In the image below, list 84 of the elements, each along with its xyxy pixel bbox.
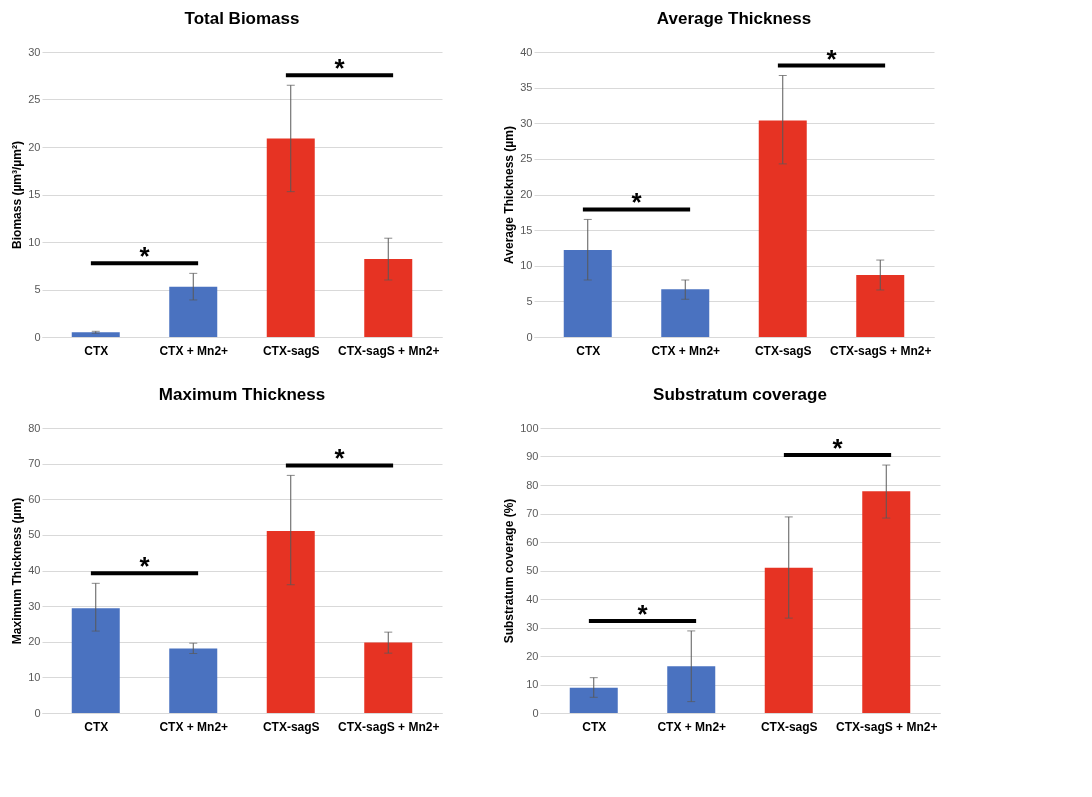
y-tick-label: 80	[526, 478, 539, 491]
x-tick-label: CTX	[576, 343, 601, 358]
bar	[266, 138, 315, 337]
x-tick-label: CTX-sagS	[754, 343, 812, 358]
annotation: *	[334, 53, 346, 84]
annotation: *	[826, 43, 838, 74]
bar	[862, 491, 911, 713]
y-tick-label: 20	[526, 649, 539, 662]
y-tick-label: 10	[28, 235, 41, 248]
bar	[71, 608, 120, 713]
bar	[563, 250, 612, 337]
y-tick-label: 30	[28, 45, 41, 58]
y-tick-label: 30	[526, 621, 539, 633]
y-tick-label: 25	[520, 152, 533, 165]
y-tick-label: 30	[28, 599, 41, 612]
x-tick-label: CTX	[84, 719, 109, 734]
y-tick-label: 10	[520, 259, 533, 272]
bar	[667, 666, 716, 713]
y-tick-label: 20	[28, 140, 41, 153]
chart-title: Average Thickness	[656, 9, 812, 28]
y-tick-label: 0	[34, 706, 41, 719]
y-tick-label: 5	[526, 294, 533, 307]
y-tick-label: 60	[28, 492, 41, 505]
x-tick-label: CTX-sagS + Mn2+	[830, 343, 932, 358]
y-tick-label: 0	[34, 330, 41, 343]
y-axis-title: Average Thickness (µm)	[502, 126, 517, 264]
y-tick-label: 15	[28, 188, 41, 200]
bar	[266, 530, 315, 713]
y-tick-label: 10	[28, 670, 41, 683]
bar	[364, 642, 413, 713]
y-axis-title: Maximum Thickness (µm)	[10, 497, 25, 645]
bar	[764, 567, 813, 713]
annotation: *	[832, 433, 844, 464]
y-tick-label: 40	[520, 45, 533, 58]
y-tick-label: 70	[28, 457, 41, 470]
y-tick-label: 70	[526, 507, 539, 519]
y-tick-label: 15	[520, 223, 533, 236]
y-tick-label: 20	[28, 635, 41, 648]
bar	[758, 120, 807, 337]
chart-title: Maximum Thickness	[158, 385, 326, 404]
y-tick-label: 20	[520, 188, 533, 200]
x-tick-label: CTX-sagS + Mn2+	[836, 719, 938, 734]
y-tick-label: 80	[28, 421, 41, 434]
y-tick-label: 40	[526, 592, 539, 605]
x-tick-label: CTX-sagS	[760, 719, 818, 734]
y-tick-label: 50	[526, 564, 539, 576]
y-tick-label: 35	[520, 81, 533, 94]
chart-title: Substratum coverage	[653, 385, 827, 404]
y-tick-label: 100	[520, 421, 539, 434]
bar	[71, 332, 120, 337]
x-tick-label: CTX + Mn2+	[159, 719, 229, 734]
annotation: *	[139, 241, 151, 272]
x-tick-label: CTX-sagS + Mn2+	[338, 343, 440, 358]
x-tick-label: CTX + Mn2+	[651, 343, 721, 358]
x-tick-label: CTX-sagS + Mn2+	[338, 719, 440, 734]
x-tick-label: CTX	[582, 719, 607, 734]
y-tick-label: 25	[28, 93, 41, 105]
y-tick-label: 0	[532, 706, 539, 719]
y-tick-label: 40	[28, 564, 41, 576]
annotation: *	[334, 443, 346, 474]
annotation: *	[139, 551, 151, 582]
x-tick-label: CTX-sagS	[262, 343, 320, 358]
annotation: *	[637, 598, 649, 629]
y-tick-label: 10	[526, 678, 539, 690]
x-tick-label: CTX + Mn2+	[657, 719, 727, 734]
y-tick-label: 90	[526, 450, 539, 462]
bar	[364, 259, 413, 337]
annotation: *	[631, 187, 643, 218]
bar	[856, 275, 905, 337]
bar	[569, 687, 618, 713]
y-axis-title: Substratum coverage (%)	[502, 498, 517, 644]
chart-title: Total Biomass	[184, 9, 300, 28]
x-tick-label: CTX	[84, 343, 109, 358]
y-tick-label: 5	[34, 283, 41, 295]
y-tick-label: 50	[28, 528, 41, 541]
bar	[169, 648, 218, 713]
y-tick-label: 60	[526, 535, 539, 548]
x-tick-label: CTX-sagS	[262, 719, 320, 734]
y-axis-title: Biomass (µm³/µm²)	[10, 141, 25, 249]
y-tick-label: 0	[526, 330, 533, 343]
y-tick-label: 30	[520, 116, 533, 129]
x-tick-label: CTX + Mn2+	[159, 343, 229, 358]
bar	[169, 286, 218, 337]
bar	[661, 289, 710, 337]
